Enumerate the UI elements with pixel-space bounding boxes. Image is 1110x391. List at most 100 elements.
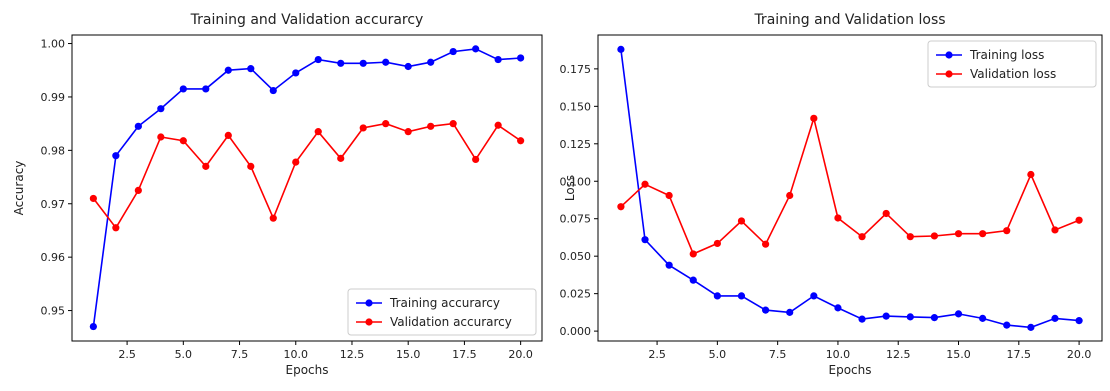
data-point [382, 120, 390, 128]
data-point [517, 54, 525, 62]
data-point [1027, 170, 1035, 179]
legend-label: Training accurarcy [389, 296, 500, 310]
data-point [202, 162, 210, 170]
y-tick-label: 0.95 [41, 305, 66, 318]
data-point [1003, 321, 1011, 329]
y-tick-label: 0.125 [560, 138, 591, 151]
data-point [713, 292, 721, 300]
data-point [382, 58, 390, 66]
data-point [1075, 216, 1083, 224]
data-point [179, 137, 187, 145]
data-point [404, 128, 412, 136]
data-point [858, 233, 866, 241]
data-point [359, 124, 367, 132]
data-point [834, 304, 842, 312]
series-line-training [620, 49, 1080, 329]
x-tick-label: 15.0 [946, 348, 971, 361]
series-line-training [92, 48, 521, 327]
data-point [247, 162, 255, 170]
data-point [979, 314, 987, 322]
data-point [882, 312, 890, 320]
data-point [906, 313, 914, 321]
loss-chart: Training and Validation loss 2.5 5.0 7.5 10.… [560, 12, 1103, 377]
data-point [1003, 227, 1011, 235]
data-point [930, 232, 939, 240]
legend-marker [945, 51, 953, 59]
x-axis-label: Epochs [829, 363, 872, 377]
x-tick-label: 17.5 [452, 348, 477, 361]
data-point [1027, 323, 1035, 331]
x-tick-label: 2.5 [118, 348, 136, 361]
x-tick-label: 20.0 [508, 348, 533, 361]
data-point [834, 214, 842, 222]
data-point [494, 55, 502, 64]
data-point [979, 230, 987, 238]
data-point [134, 122, 142, 130]
plot-frame [71, 34, 543, 342]
y-tick-label: 0.98 [41, 144, 66, 157]
y-tick-label: 0.97 [41, 198, 66, 211]
legend-box [927, 40, 1097, 88]
data-point [954, 230, 963, 238]
data-point [269, 214, 277, 222]
legend-marker [945, 70, 953, 78]
y-tick-label: 0.175 [560, 63, 591, 76]
data-point [134, 186, 142, 195]
data-point [427, 58, 435, 66]
data-point [292, 69, 300, 77]
data-point [157, 105, 165, 113]
data-point [224, 66, 232, 74]
data-point [617, 45, 625, 53]
data-point [641, 236, 649, 244]
data-point [359, 59, 367, 67]
data-point [337, 154, 345, 162]
y-tick-label: 0.100 [560, 175, 591, 188]
data-point [449, 120, 457, 128]
y-axis-label: Accuracy [12, 161, 26, 216]
legend-label: Validation accurarcy [390, 315, 512, 329]
series-line-validation [92, 122, 522, 230]
data-point [954, 310, 963, 318]
legend-marker [365, 318, 373, 326]
data-point [224, 131, 232, 139]
data-point [449, 47, 457, 56]
data-point [269, 86, 277, 95]
data-point [112, 152, 120, 160]
data-point [641, 180, 649, 188]
data-point [472, 45, 480, 53]
data-point [665, 261, 673, 269]
data-point [1051, 226, 1059, 234]
x-tick-label: 17.5 [1007, 348, 1032, 361]
x-tick-label: 15.0 [396, 348, 421, 361]
data-point [810, 114, 818, 122]
data-point [737, 217, 746, 225]
y-tick-label: 0.000 [560, 325, 591, 338]
x-tick-label: 5.0 [175, 348, 193, 361]
x-tick-label: 12.5 [340, 348, 365, 361]
data-point [89, 322, 97, 331]
data-point [713, 239, 721, 248]
y-tick-label: 0.99 [41, 91, 66, 104]
y-tick-label: 0.075 [560, 213, 591, 226]
x-tick-label: 2.5 [648, 348, 666, 361]
data-point [314, 55, 322, 64]
data-point [810, 292, 818, 300]
x-tick-label: 5.0 [709, 348, 727, 361]
data-point [906, 233, 914, 241]
plot-frame [597, 34, 1103, 342]
legend-box [347, 288, 537, 336]
data-point [689, 276, 697, 284]
y-axis-label: Loss [563, 175, 577, 201]
chart-title: Training and Validation loss [753, 12, 945, 28]
data-point [761, 240, 770, 248]
y-tick-label: 0.150 [560, 100, 591, 113]
data-point [179, 85, 187, 93]
y-tick-label: 0.025 [560, 288, 591, 301]
data-point [494, 121, 502, 129]
data-point [761, 306, 770, 314]
y-tick-label: 0.96 [41, 251, 66, 264]
data-point [689, 250, 697, 258]
y-tick-label: 1.00 [41, 38, 66, 51]
x-tick-label: 12.5 [886, 348, 911, 361]
